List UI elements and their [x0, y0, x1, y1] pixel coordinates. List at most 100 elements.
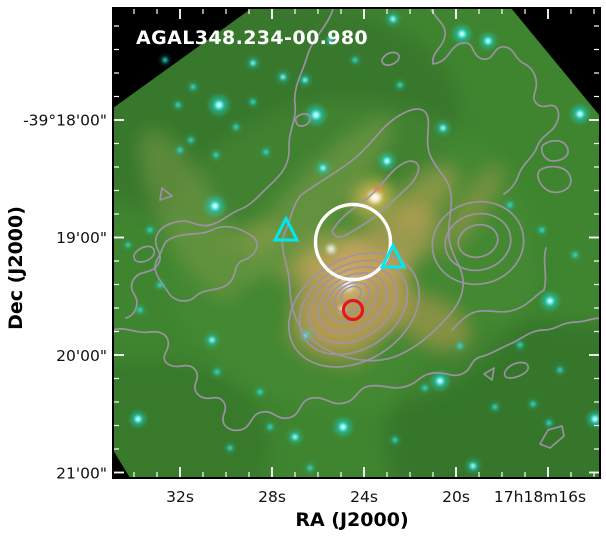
star-core — [251, 61, 255, 65]
star — [263, 149, 269, 155]
nebulosity-patch — [436, 164, 504, 256]
star — [177, 147, 183, 153]
cyan-triangle-marker — [272, 215, 300, 242]
star-core — [384, 158, 390, 164]
y-tick-label: 20'00" — [56, 347, 107, 365]
star — [517, 342, 523, 348]
contour-line — [451, 247, 547, 331]
star-core — [281, 75, 285, 79]
star-core — [212, 203, 218, 209]
star — [175, 102, 181, 108]
contour-line — [133, 245, 156, 263]
contour-line — [239, 317, 600, 431]
contour-line — [540, 139, 569, 162]
contour-line — [113, 328, 241, 432]
star-core — [547, 298, 553, 304]
x-tick-label: 28s — [258, 488, 286, 506]
star-core — [293, 435, 297, 439]
star-core — [459, 31, 465, 37]
y-tick-label: 19'00" — [56, 229, 107, 247]
star — [147, 227, 153, 233]
star — [327, 37, 333, 43]
star-core — [592, 416, 598, 422]
footprint-corners — [113, 8, 600, 478]
nebulosity-patch — [222, 223, 282, 253]
contour-level-ring — [431, 200, 525, 286]
contour-line — [381, 51, 400, 66]
star — [250, 99, 256, 105]
emission-knot — [327, 245, 335, 253]
footprint-corner-wedge — [511, 8, 600, 116]
star — [557, 367, 563, 373]
star — [213, 152, 219, 158]
star-core — [210, 338, 214, 342]
star — [188, 137, 194, 143]
star — [492, 404, 498, 410]
contour-line — [209, 8, 334, 226]
contour-line — [503, 361, 529, 379]
nebulosity-patch — [393, 293, 471, 351]
tick-layer — [113, 8, 600, 478]
star — [190, 84, 196, 90]
contour-line — [539, 425, 565, 449]
x-tick-label: 17h18m16s — [494, 488, 586, 506]
contour-level-ring — [457, 223, 499, 259]
star — [422, 385, 428, 391]
contour-line — [537, 165, 572, 194]
contour-line — [125, 220, 211, 319]
star — [392, 437, 398, 443]
x-tick-label: 20s — [442, 488, 470, 506]
star-core — [437, 378, 443, 384]
star-core — [391, 17, 395, 21]
y-axis-title: Dec (J2000) — [5, 206, 27, 330]
footprint-corner-wedge — [113, 8, 252, 108]
star-core — [485, 38, 491, 44]
star-core — [577, 111, 583, 117]
contour-line — [159, 187, 173, 201]
star-core — [471, 464, 475, 468]
star — [214, 369, 220, 375]
star — [126, 243, 130, 247]
white-aperture-circle — [313, 202, 393, 282]
contour-line — [294, 113, 312, 127]
star-core — [441, 126, 445, 130]
star — [233, 124, 239, 130]
star — [162, 57, 168, 63]
image-layer — [113, 8, 600, 478]
star — [307, 465, 313, 471]
star — [457, 343, 463, 349]
star-core — [303, 78, 307, 82]
contour-level-ring — [444, 212, 512, 272]
red-position-circle — [341, 298, 365, 322]
contour-line — [281, 108, 465, 362]
marker-layer — [272, 202, 407, 322]
cyan-triangle-marker — [379, 242, 407, 269]
star-core — [313, 112, 319, 118]
star — [352, 57, 358, 63]
x-tick-label: 32s — [166, 488, 194, 506]
star-core — [321, 166, 325, 170]
footprint-corner-wedge — [113, 450, 130, 478]
contour-line — [483, 367, 495, 381]
contour-line — [430, 8, 560, 195]
y-tick-label: -39°18'00" — [23, 112, 107, 130]
star-core — [135, 416, 141, 422]
star — [257, 389, 263, 395]
contour-line — [331, 160, 420, 238]
star — [546, 420, 552, 426]
star — [397, 82, 403, 88]
star — [137, 307, 143, 313]
star — [227, 445, 233, 451]
x-axis-title: RA (J2000) — [295, 509, 408, 531]
contour-line — [154, 225, 258, 302]
source-name-label: AGAL348.234-00.980 — [136, 27, 368, 49]
star — [572, 252, 578, 258]
star-core — [216, 102, 222, 108]
emission-knot — [369, 191, 381, 203]
y-tick-label: 21'00" — [56, 465, 107, 483]
star-core — [340, 424, 346, 430]
contour-level-ring — [317, 272, 388, 333]
star — [539, 227, 545, 233]
